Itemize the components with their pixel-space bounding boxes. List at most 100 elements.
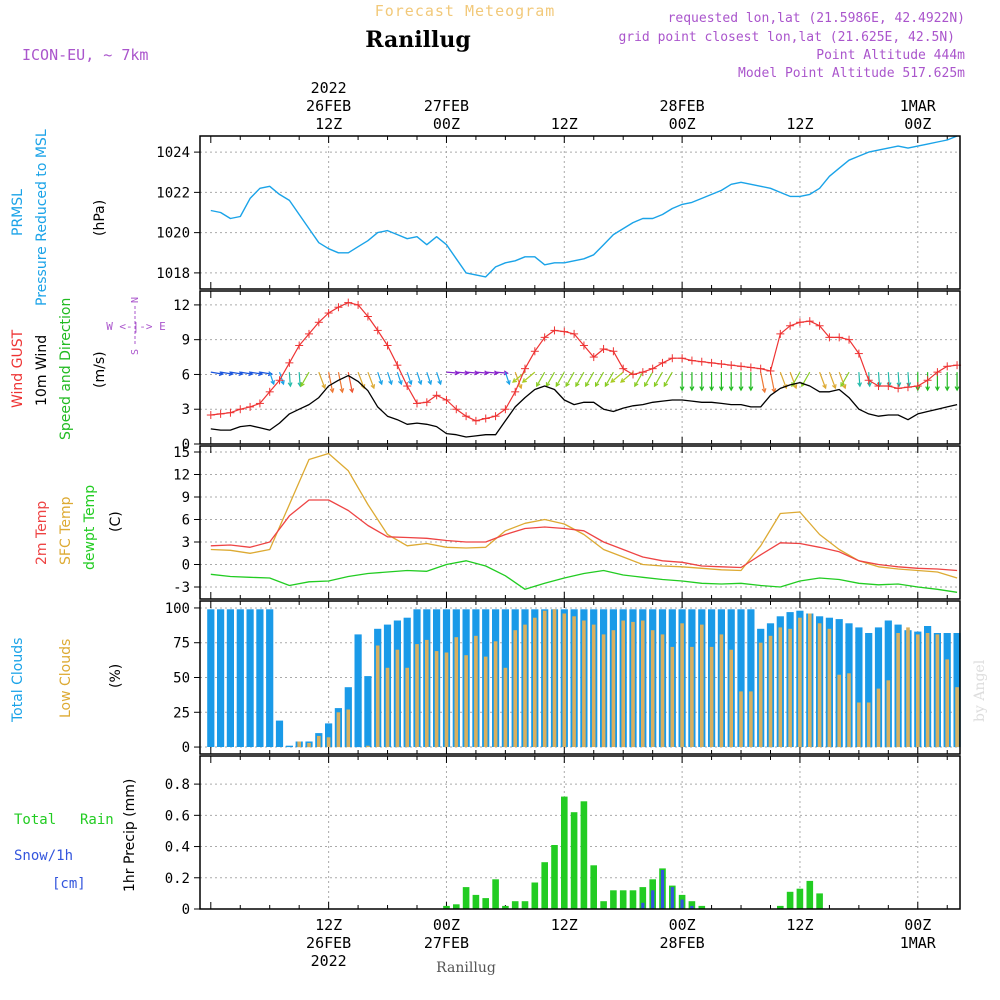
wind-direction-arrow (504, 371, 511, 386)
wind-direction-arrow (699, 372, 705, 392)
arrow-shaft (575, 371, 585, 387)
arrow-shaft (249, 371, 263, 375)
arrow-shaft (840, 371, 850, 387)
wind-direction-arrow (278, 371, 285, 386)
arrow-head (370, 384, 376, 390)
top-time-label: 2022 (311, 79, 347, 97)
temp-2m-label: 2m Temp (34, 501, 50, 565)
low-clouds-bar (415, 644, 419, 747)
low-clouds-bar (837, 674, 841, 747)
arrow-shaft (230, 371, 243, 375)
low-clouds-bar (346, 709, 351, 748)
low-clouds-bar (601, 634, 606, 748)
low-clouds-bar (591, 624, 596, 747)
clouds-ytick-label: 0 (182, 740, 190, 756)
top-time-label: 12Z (786, 115, 813, 133)
precip-axis-label: 1hr Precip (mm) (122, 779, 138, 892)
bottom-time-label: 1MAR (900, 934, 937, 952)
arrow-head (653, 382, 659, 388)
wind-direction-arrow (514, 371, 523, 390)
total-clouds-bar (354, 634, 362, 748)
wind-ytick-label: 9 (182, 333, 190, 349)
arrow-shaft (653, 371, 664, 387)
temp-ytick-label: 0 (182, 558, 190, 574)
temp-2m-line (210, 499, 958, 572)
wind-direction-arrow (857, 372, 863, 388)
rain-bar (482, 898, 489, 909)
arrow-shaft (858, 372, 861, 387)
wind-direction-arrow (446, 370, 460, 376)
temp-dew-label: dewpt Temp (82, 485, 98, 570)
temp-ytick-label: 15 (173, 445, 190, 461)
temp-unit-label: (C) (108, 511, 124, 532)
arrow-head (699, 386, 705, 392)
rain-bar (453, 904, 460, 909)
low-clouds-bar (503, 667, 508, 748)
arrow-shaft (485, 371, 498, 374)
low-clouds-bar (719, 634, 724, 748)
wind-direction-arrow (386, 371, 393, 386)
wind-direction-arrow (663, 371, 673, 388)
arrow-shaft (436, 371, 442, 385)
arrow-shaft (466, 371, 479, 374)
pressure-ytick-label: 1018 (156, 266, 190, 282)
low-clouds-bar (582, 620, 586, 748)
low-clouds-bar (916, 634, 920, 748)
arrow-head (349, 388, 355, 394)
arrow-head (748, 386, 754, 392)
wind-gust-label: Wind GUST (10, 329, 26, 408)
total-clouds-bar (364, 676, 372, 747)
low-clouds-bar (739, 691, 743, 747)
arrow-head (474, 370, 480, 376)
rain-bar (777, 905, 784, 909)
low-clouds-bar (700, 624, 704, 747)
total-clouds-bar (747, 609, 755, 747)
wind-dir-label: Speed and Direction (58, 298, 74, 440)
clouds-panel: 0 25 50 75 100 (165, 601, 961, 756)
station-title: Ranillug (365, 27, 471, 53)
arrow-head (565, 382, 570, 388)
total-clouds-bar (865, 633, 873, 748)
temp-sfc-label: SFC Temp (58, 496, 74, 565)
wind-direction-arrow (789, 371, 798, 390)
top-time-label: 26FEB (306, 97, 351, 115)
pressure-ytick-label: 1024 (156, 145, 190, 161)
precip-ytick-label: 0.4 (165, 840, 190, 856)
low-clouds-bar (650, 630, 655, 747)
arrow-head (536, 382, 541, 388)
total-clouds-bar (737, 609, 745, 747)
arrow-head (407, 380, 413, 386)
arrow-shaft (897, 372, 900, 387)
product-title: Forecast Meteogram (375, 2, 556, 20)
top-time-label: 12Z (315, 115, 342, 133)
temp-frame (199, 445, 961, 600)
low-clouds-bar (562, 613, 567, 747)
bottom-time-label: 12Z (551, 916, 578, 934)
clouds-ytick-label: 50 (173, 671, 190, 687)
snow-bar (651, 890, 655, 909)
arrow-shaft (565, 371, 575, 387)
total-clouds-bar (217, 609, 225, 747)
arrow-head (484, 370, 490, 376)
arrow-shaft (406, 371, 412, 385)
wind-direction-arrow (594, 371, 605, 388)
rain-bar (521, 901, 529, 909)
wind-direction-arrow (748, 372, 754, 392)
arrow-shaft (887, 372, 890, 387)
low-clouds-bar (454, 637, 459, 748)
pressure-unit-label: (hPa) (92, 200, 108, 236)
wind-direction-arrow (838, 371, 847, 390)
snow-bar (690, 905, 694, 909)
arrow-head (792, 384, 798, 390)
low-clouds-bar (945, 659, 949, 747)
bottom-time-label: 2022 (311, 952, 347, 970)
low-clouds-bar (474, 635, 478, 748)
chart-panels: 1018102010221024036912-30369121502550751… (156, 135, 962, 918)
precip-panel: 0 0.2 0.4 0.6 0.8 (165, 756, 960, 918)
arrow-head (300, 382, 305, 388)
low-clouds-bar (297, 741, 301, 748)
arrow-head (620, 378, 626, 383)
arrow-head (644, 382, 649, 388)
total-clouds-bar (275, 720, 284, 747)
wind-direction-arrow (653, 371, 664, 388)
